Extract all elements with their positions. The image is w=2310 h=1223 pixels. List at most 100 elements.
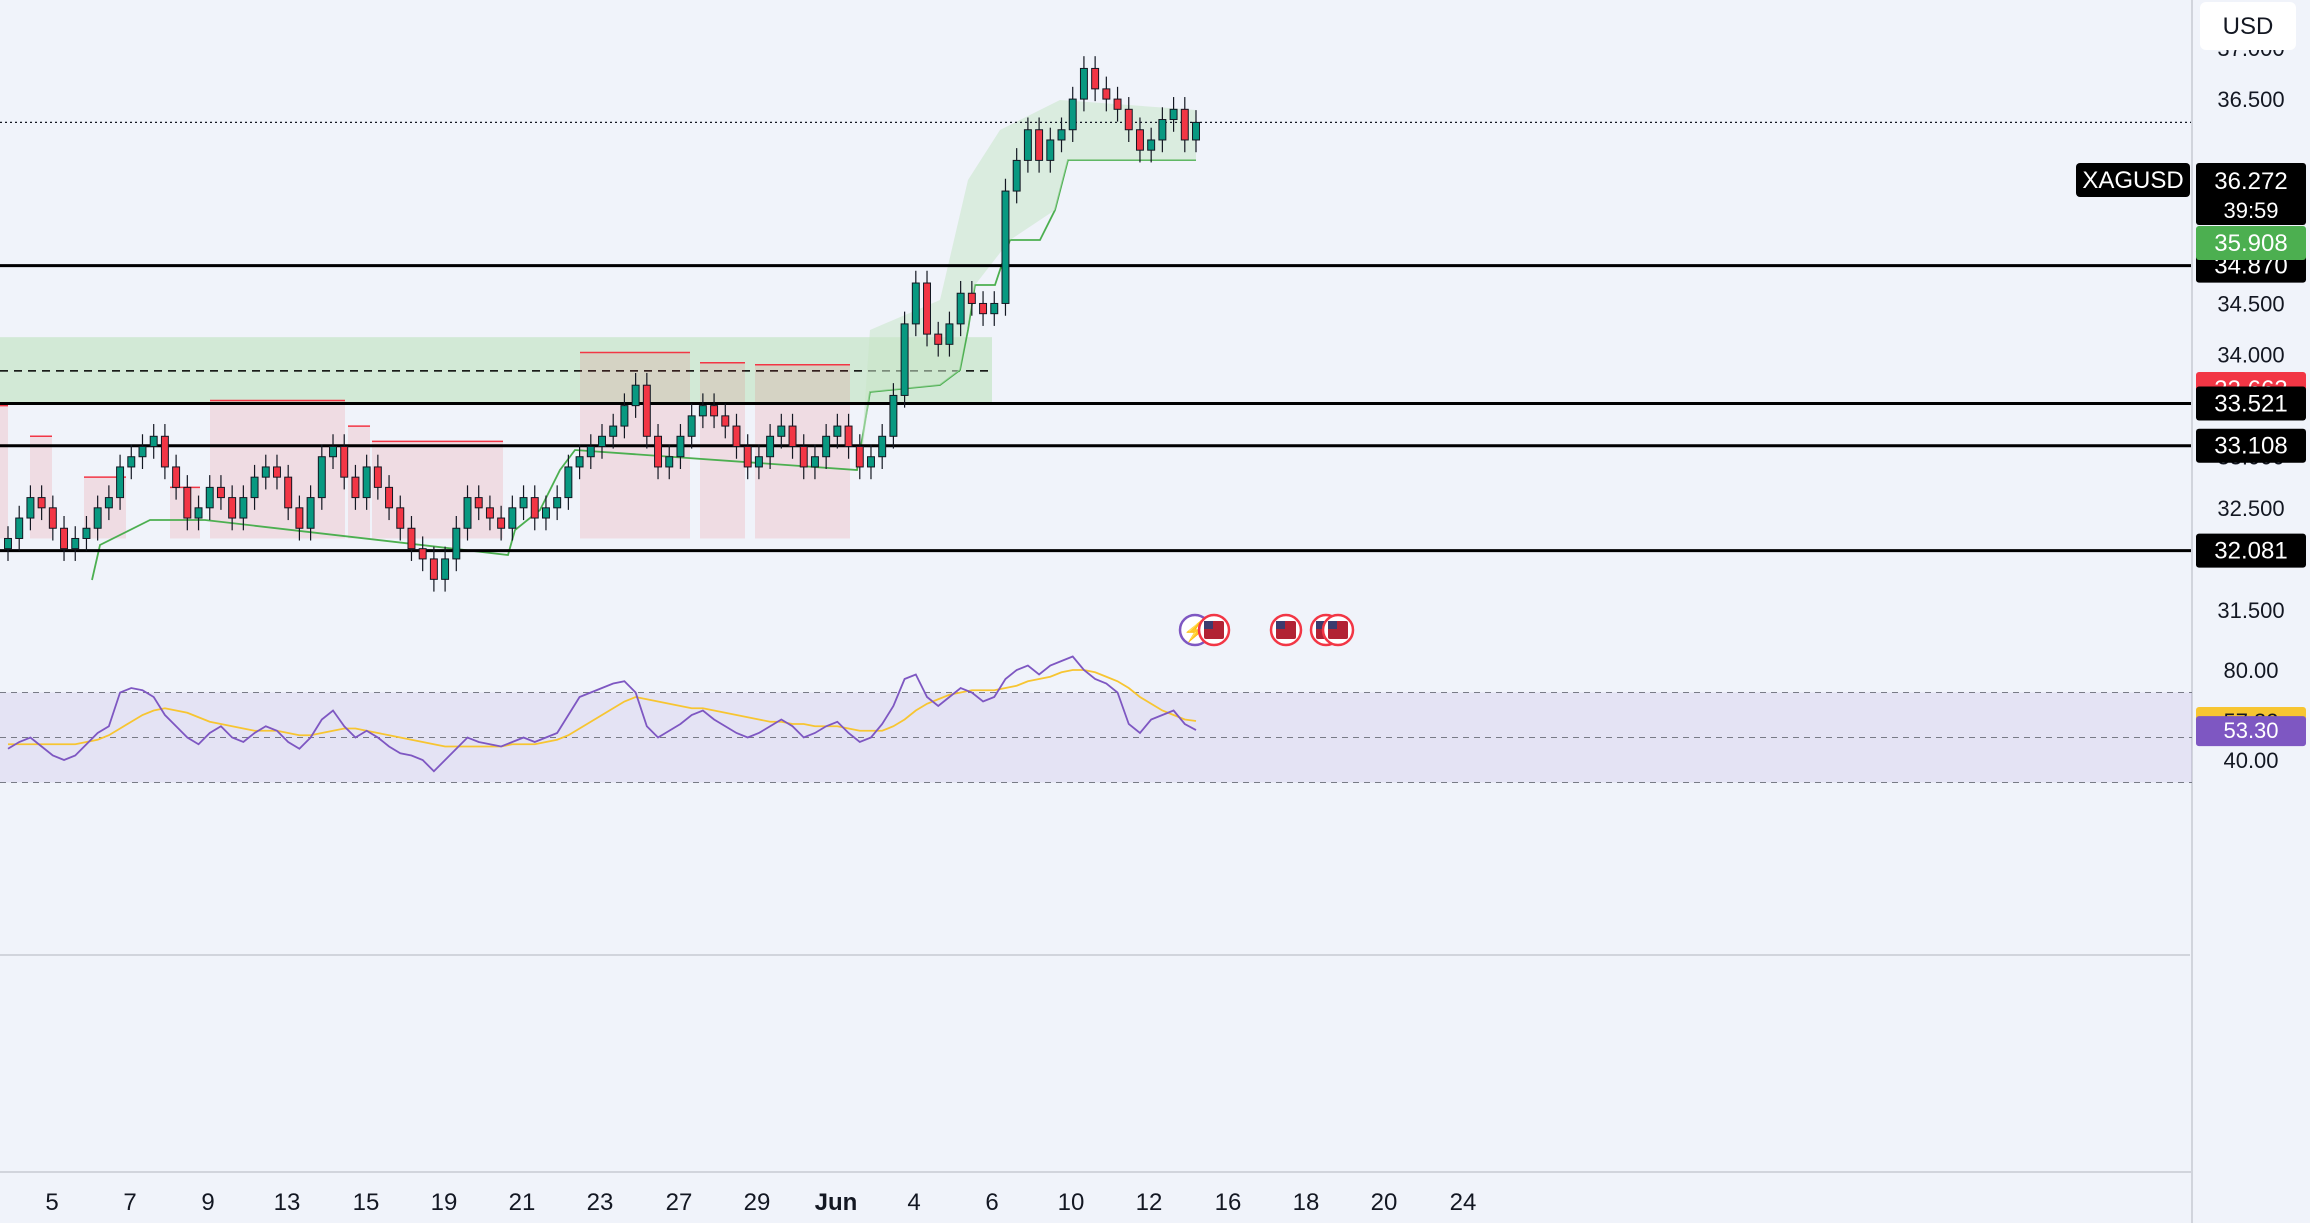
candle — [833, 413, 842, 449]
candle — [710, 393, 719, 429]
candle-body — [261, 466, 270, 478]
time-tick-label: 23 — [587, 1189, 614, 1216]
candle — [900, 311, 909, 408]
candle-body — [1169, 108, 1178, 121]
candle-body — [60, 527, 69, 550]
candle — [799, 434, 808, 480]
flag-canton — [1276, 621, 1285, 629]
candle-body — [1068, 98, 1077, 131]
candle-body — [1035, 129, 1044, 161]
candle-body — [1001, 190, 1010, 304]
candle — [1113, 86, 1122, 122]
level-tag — [2196, 428, 2306, 463]
candle-body — [317, 456, 326, 499]
price-tick-label: 34.000 — [2217, 343, 2284, 368]
price-tick-label: 31.500 — [2217, 598, 2284, 623]
candle — [104, 485, 113, 521]
candle-body — [1124, 108, 1133, 131]
candle — [541, 495, 550, 531]
candle-body — [4, 537, 12, 550]
candle-body — [71, 537, 80, 550]
candle — [250, 464, 259, 510]
candle-body — [1079, 67, 1088, 100]
candle-body — [1057, 129, 1066, 141]
candle-body — [1091, 67, 1100, 90]
time-tick-label: 24 — [1450, 1189, 1477, 1216]
candle — [284, 464, 293, 521]
trail-fill-down — [30, 436, 52, 539]
candle — [967, 280, 976, 316]
last-price-label: 36.272 — [2214, 168, 2287, 195]
candle-body — [967, 292, 976, 304]
candle-body — [1046, 139, 1055, 161]
candle — [1102, 76, 1111, 112]
candle-body — [474, 497, 483, 509]
candle-body — [250, 476, 259, 499]
candle — [867, 444, 875, 480]
time-tick-label: 19 — [431, 1189, 458, 1216]
candle-body — [710, 405, 719, 417]
candle — [261, 454, 270, 490]
candle — [1079, 56, 1088, 112]
candle — [396, 495, 405, 541]
candle — [575, 444, 584, 480]
candle — [463, 485, 472, 541]
time-tick-label: 4 — [907, 1189, 920, 1216]
candle — [228, 485, 237, 531]
candle — [295, 495, 304, 541]
candle — [508, 495, 517, 541]
candle — [1035, 117, 1044, 173]
candle-body — [239, 497, 248, 519]
time-tick-label: Jun — [815, 1189, 858, 1216]
candle — [418, 536, 427, 572]
candle-body — [799, 446, 808, 468]
candle — [911, 270, 920, 337]
candle-body — [340, 446, 349, 478]
candle-body — [228, 497, 237, 519]
candle — [855, 434, 864, 480]
candle — [1147, 127, 1156, 163]
candle — [497, 505, 506, 541]
candle — [317, 444, 326, 510]
candle — [732, 413, 741, 459]
currency-label[interactable]: USD — [2223, 13, 2274, 40]
candle — [743, 434, 752, 480]
candle-body — [1158, 119, 1167, 141]
candle-body — [519, 497, 528, 509]
candle-body — [48, 507, 57, 529]
candle — [665, 444, 674, 480]
candle-body — [833, 425, 842, 437]
candle — [82, 515, 91, 551]
candle — [172, 454, 181, 500]
candle — [1135, 117, 1144, 163]
candle — [160, 424, 169, 480]
candle — [93, 495, 102, 541]
candle-body — [665, 456, 674, 468]
candle — [642, 372, 651, 449]
candle — [979, 291, 988, 326]
candle-body — [329, 446, 337, 458]
candle — [822, 424, 831, 469]
level-tag — [2196, 533, 2306, 568]
candle — [407, 515, 416, 561]
candle-body — [497, 517, 506, 529]
candle — [698, 393, 707, 429]
candle — [777, 413, 786, 449]
candle-body — [777, 425, 786, 437]
symbol-label: XAGUSD — [2082, 167, 2183, 194]
candle-body — [990, 302, 999, 315]
time-tick-label: 27 — [666, 1189, 693, 1216]
candle-body — [911, 282, 920, 325]
candle-body — [116, 466, 125, 499]
candle-body — [452, 527, 461, 560]
candle — [273, 454, 281, 490]
candle-body — [1113, 98, 1122, 110]
candle — [4, 526, 12, 561]
candle — [60, 515, 69, 561]
candle-body — [82, 527, 91, 539]
candle-body — [194, 507, 203, 519]
candle-body — [508, 507, 517, 529]
candle — [945, 311, 954, 357]
candle — [385, 475, 394, 521]
